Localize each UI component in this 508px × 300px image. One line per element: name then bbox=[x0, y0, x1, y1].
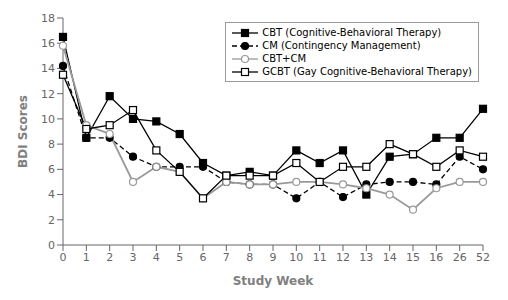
svg-text:1: 1 bbox=[83, 251, 90, 264]
html-text:CM (Contingency Management): CM (Contingency Management) bbox=[262, 40, 421, 51]
svg-text:10: 10 bbox=[41, 113, 55, 126]
svg-text:0: 0 bbox=[48, 239, 55, 252]
html-text:CBT (Cognitive-Behavioral Ther: CBT (Cognitive-Behavioral Therapy) bbox=[262, 27, 442, 38]
svg-text:16: 16 bbox=[429, 251, 443, 264]
svg-text:4: 4 bbox=[48, 188, 55, 201]
svg-text:BDI Scores: BDI Scores bbox=[16, 95, 30, 168]
svg-text:18: 18 bbox=[41, 12, 55, 25]
svg-text:6: 6 bbox=[200, 251, 207, 264]
svg-text:10: 10 bbox=[289, 251, 303, 264]
svg-text:7: 7 bbox=[223, 251, 230, 264]
svg-text:26: 26 bbox=[453, 251, 467, 264]
svg-text:0: 0 bbox=[60, 251, 67, 264]
svg-text:2: 2 bbox=[106, 251, 113, 264]
svg-text:12: 12 bbox=[336, 251, 350, 264]
svg-text:8: 8 bbox=[48, 138, 55, 151]
svg-text:11: 11 bbox=[313, 251, 327, 264]
svg-text:14: 14 bbox=[41, 62, 55, 75]
svg-text:15: 15 bbox=[406, 251, 420, 264]
html-text:GCBT (Gay Cognitive-Behavioral: GCBT (Gay Cognitive-Behavioral Therapy) bbox=[262, 66, 472, 77]
svg-text:16: 16 bbox=[41, 37, 55, 50]
svg-text:5: 5 bbox=[176, 251, 183, 264]
svg-text:14: 14 bbox=[383, 251, 397, 264]
svg-text:8: 8 bbox=[246, 251, 253, 264]
svg-text:3: 3 bbox=[130, 251, 137, 264]
html-text:CBT+CM: CBT+CM bbox=[262, 53, 307, 64]
svg-text:9: 9 bbox=[270, 251, 277, 264]
svg-text:13: 13 bbox=[359, 251, 373, 264]
svg-text:52: 52 bbox=[476, 251, 490, 264]
svg-text:Study Week: Study Week bbox=[233, 274, 315, 288]
svg-text:2: 2 bbox=[48, 214, 55, 227]
svg-text:6: 6 bbox=[48, 163, 55, 176]
svg-text:12: 12 bbox=[41, 88, 55, 101]
svg-text:4: 4 bbox=[153, 251, 160, 264]
